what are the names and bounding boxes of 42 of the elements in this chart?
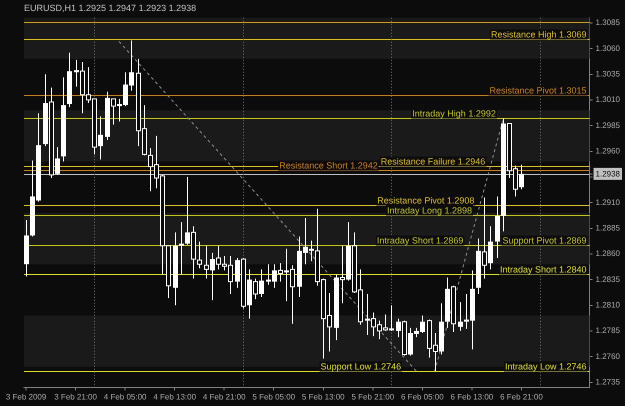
y-tick-label: 1.2735	[596, 377, 621, 386]
ref-line-label: Resistance Pivot 1.2908	[377, 196, 474, 206]
y-tick-label: 1.2960	[596, 146, 621, 156]
ref-line-label: Resistance Pivot 1.3015	[489, 86, 587, 96]
x-tick-label: 3 Feb 2009	[6, 392, 47, 402]
y-tick-label: 1.2985	[596, 120, 621, 130]
y-tick-label: 1.2760	[596, 352, 621, 361]
y-tick-label: 1.2835	[596, 274, 621, 284]
x-tick-label: 4 Feb 05:00	[104, 392, 148, 402]
ref-line-label: Intraday High 1.2992	[412, 108, 496, 118]
x-tick-label: 6 Feb 21:00	[500, 392, 544, 402]
y-tick-label: 1.2910	[596, 198, 621, 207]
y-tick-label: 1.2860	[596, 249, 621, 258]
y-tick-label: 1.3085	[596, 18, 621, 28]
annotation: Support Low 1.2746	[320, 362, 402, 372]
x-tick-label: 4 Feb 13:00	[153, 392, 197, 402]
ref-line-label: Intraday Low 1.2746	[504, 362, 587, 372]
ref-line-label: Intraday Short 1.2869	[376, 236, 464, 246]
ref-line-label: Intraday Long 1.2898	[386, 206, 472, 216]
candlestick	[458, 302, 463, 332]
y-tick-label: 1.2885	[596, 223, 621, 232]
ref-line-label: Intraday Short 1.2840	[500, 264, 587, 274]
x-tick-label: 5 Feb 21:00	[351, 392, 395, 402]
ref-line-label: Resistance High 1.3069	[490, 30, 587, 40]
y-tick-label: 1.2938	[596, 170, 621, 179]
candlestick	[179, 222, 184, 275]
x-tick-label: 3 Feb 21:00	[54, 392, 98, 402]
candlestick	[197, 241, 202, 269]
chart-title: EURUSD,H1 1.2925 1.2947 1.2923 1.2938	[24, 2, 196, 13]
x-tick-label: 4 Feb 21:00	[202, 392, 246, 402]
ref-line-label: Resistance Failure 1.2946	[380, 156, 486, 166]
y-tick-label: 1.2785	[596, 326, 621, 336]
x-tick-label: 5 Feb 05:00	[252, 392, 296, 402]
y-tick-label: 1.3010	[596, 95, 621, 104]
ref-line-label: Resistance Short 1.2942	[279, 160, 378, 170]
x-tick-label: 5 Feb 13:00	[302, 392, 346, 402]
x-tick-label: 6 Feb 05:00	[400, 392, 444, 402]
annotation: Support Pivot 1.2869	[502, 236, 587, 246]
y-tick-label: 1.3060	[596, 44, 621, 53]
y-tick-label: 1.3035	[596, 69, 621, 78]
y-tick-label: 1.2810	[596, 300, 621, 310]
x-tick-label: 6 Feb 13:00	[450, 392, 494, 402]
